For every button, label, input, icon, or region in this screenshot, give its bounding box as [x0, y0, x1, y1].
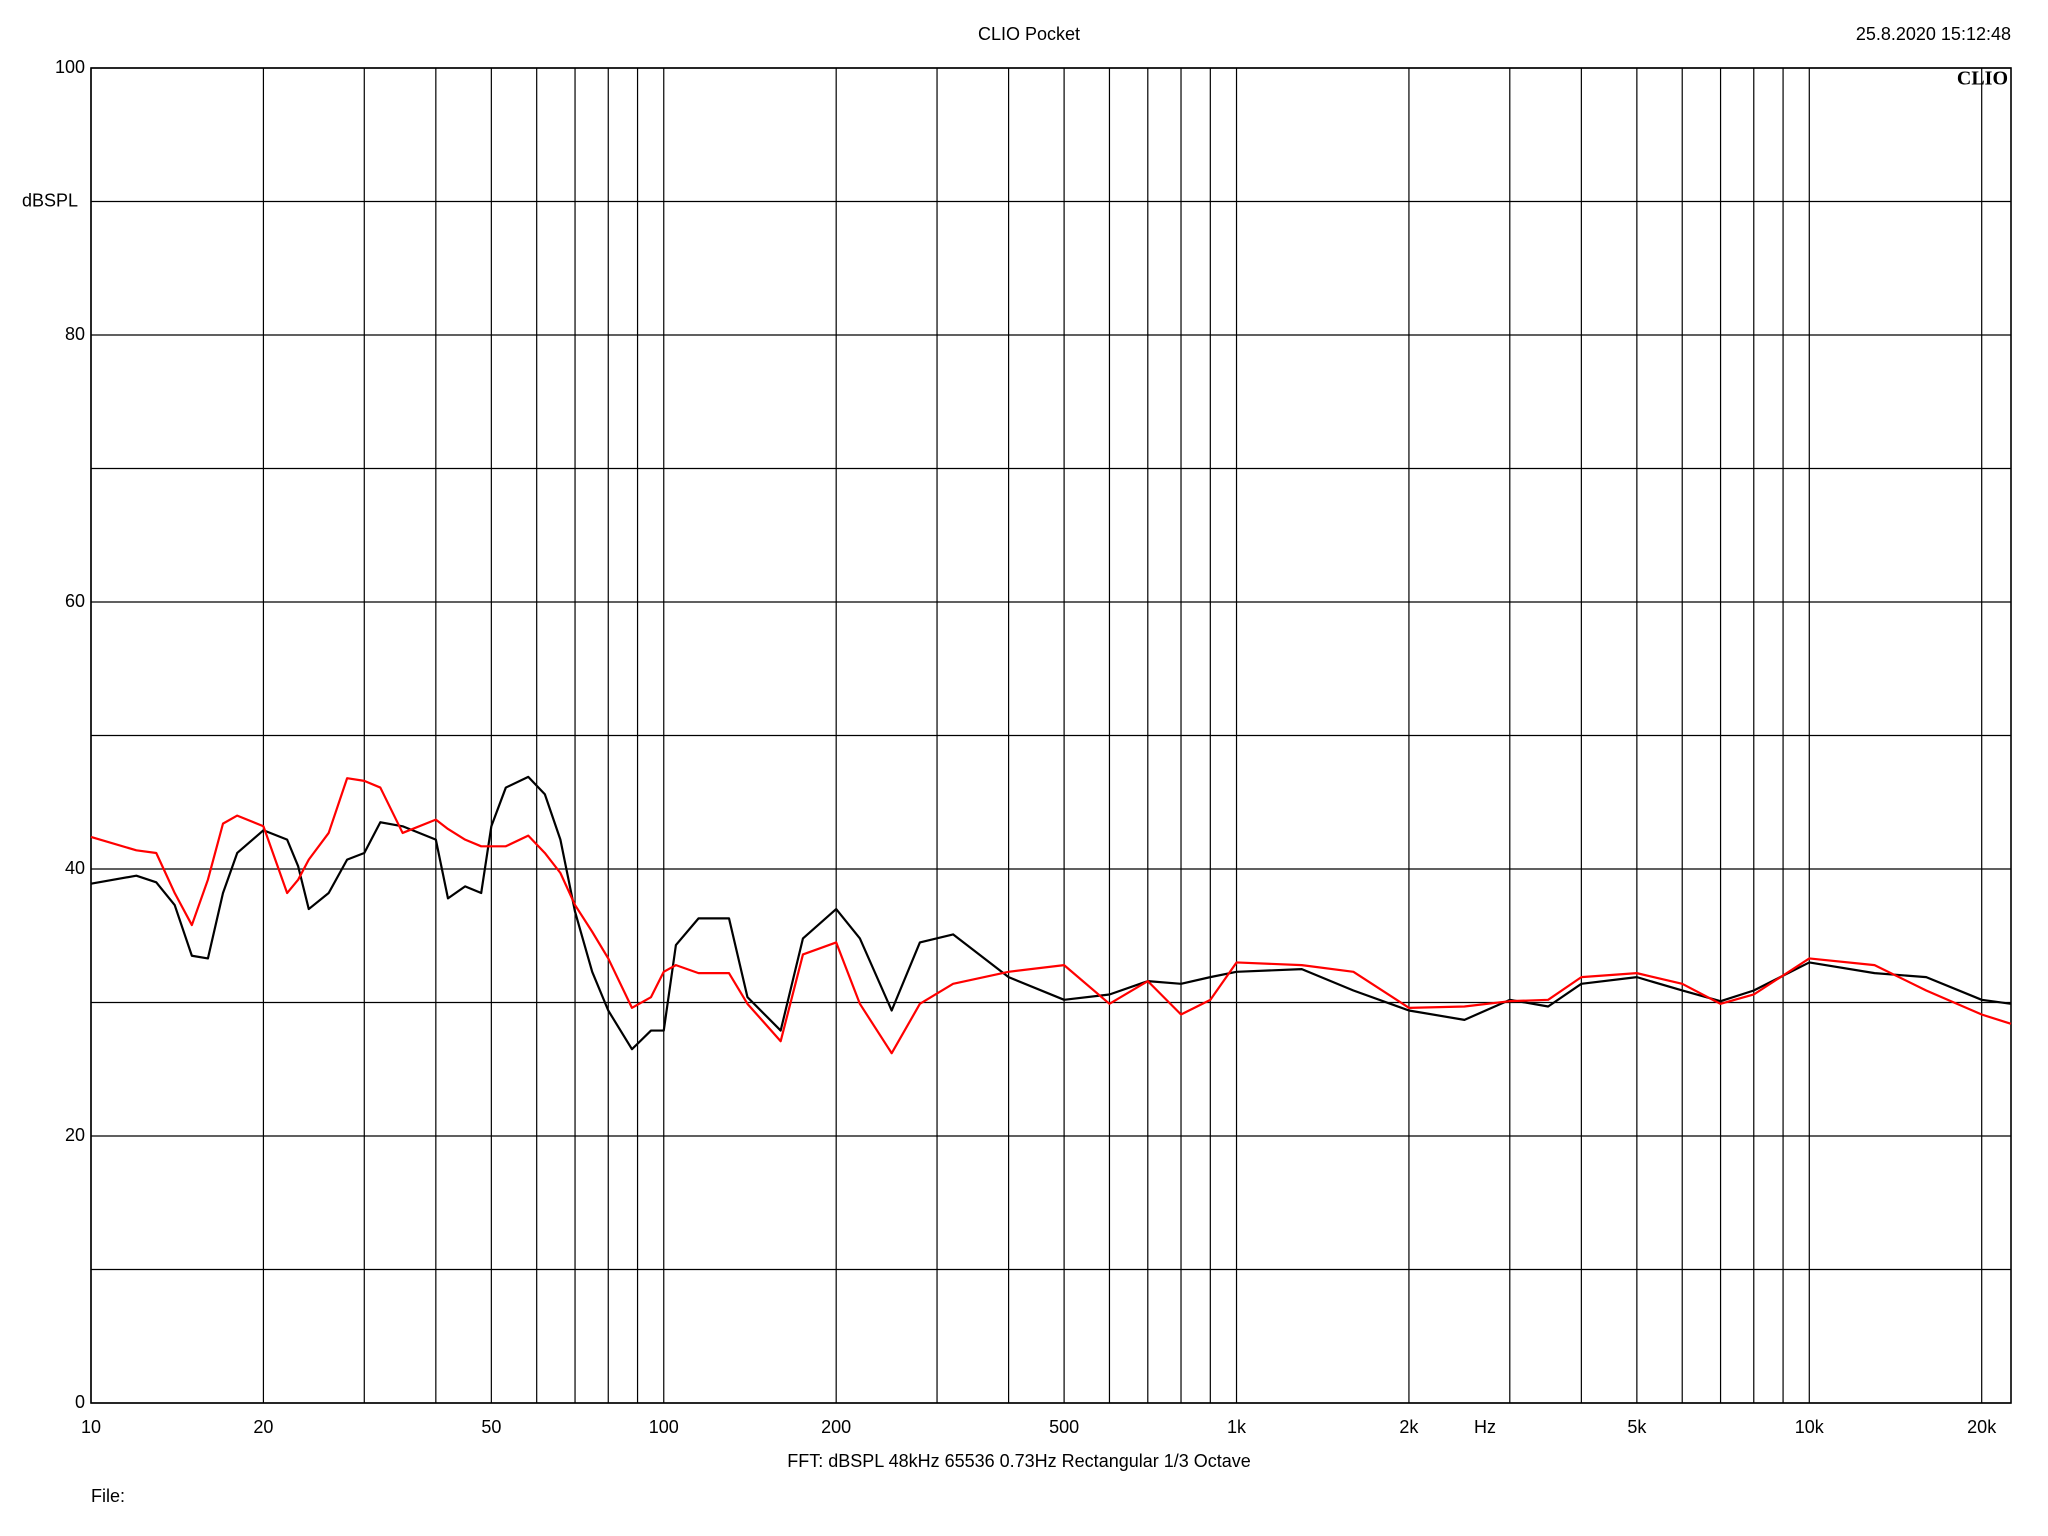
y-tick-label: 100: [55, 57, 85, 77]
x-tick-label: 1k: [1227, 1417, 1247, 1437]
y-tick-label: 20: [65, 1125, 85, 1145]
y-tick-label: 40: [65, 858, 85, 878]
file-label: File:: [91, 1486, 125, 1506]
x-tick-label: 500: [1049, 1417, 1079, 1437]
chart-title: CLIO Pocket: [978, 24, 1080, 44]
series-line: [90, 775, 2012, 1051]
series-line: [90, 777, 2012, 1055]
x-tick-label: 50: [481, 1417, 501, 1437]
x-tick-label: 20: [253, 1417, 273, 1437]
x-unit-label: Hz: [1474, 1417, 1496, 1437]
x-tick-label: 10: [81, 1417, 101, 1437]
y-tick-label: 60: [65, 591, 85, 611]
plot-frame: [90, 67, 2012, 1404]
x-tick-label: 10k: [1795, 1417, 1825, 1437]
y-axis-label: dBSPL: [22, 190, 78, 210]
footer: FFT: dBSPL 48kHz 65536 0.73Hz Rectangula…: [787, 1451, 1251, 1471]
x-tick-label: 20k: [1967, 1417, 1997, 1437]
x-tick-label: 200: [821, 1417, 851, 1437]
x-tick-label: 2k: [1399, 1417, 1419, 1437]
x-tick-label: 5k: [1627, 1417, 1647, 1437]
y-tick-label: 0: [75, 1392, 85, 1412]
logo: CLIO: [1957, 68, 2008, 90]
x-tick-label: 100: [649, 1417, 679, 1437]
y-tick-label: 80: [65, 324, 85, 344]
timestamp: 25.8.2020 15:12:48: [1856, 24, 2011, 44]
